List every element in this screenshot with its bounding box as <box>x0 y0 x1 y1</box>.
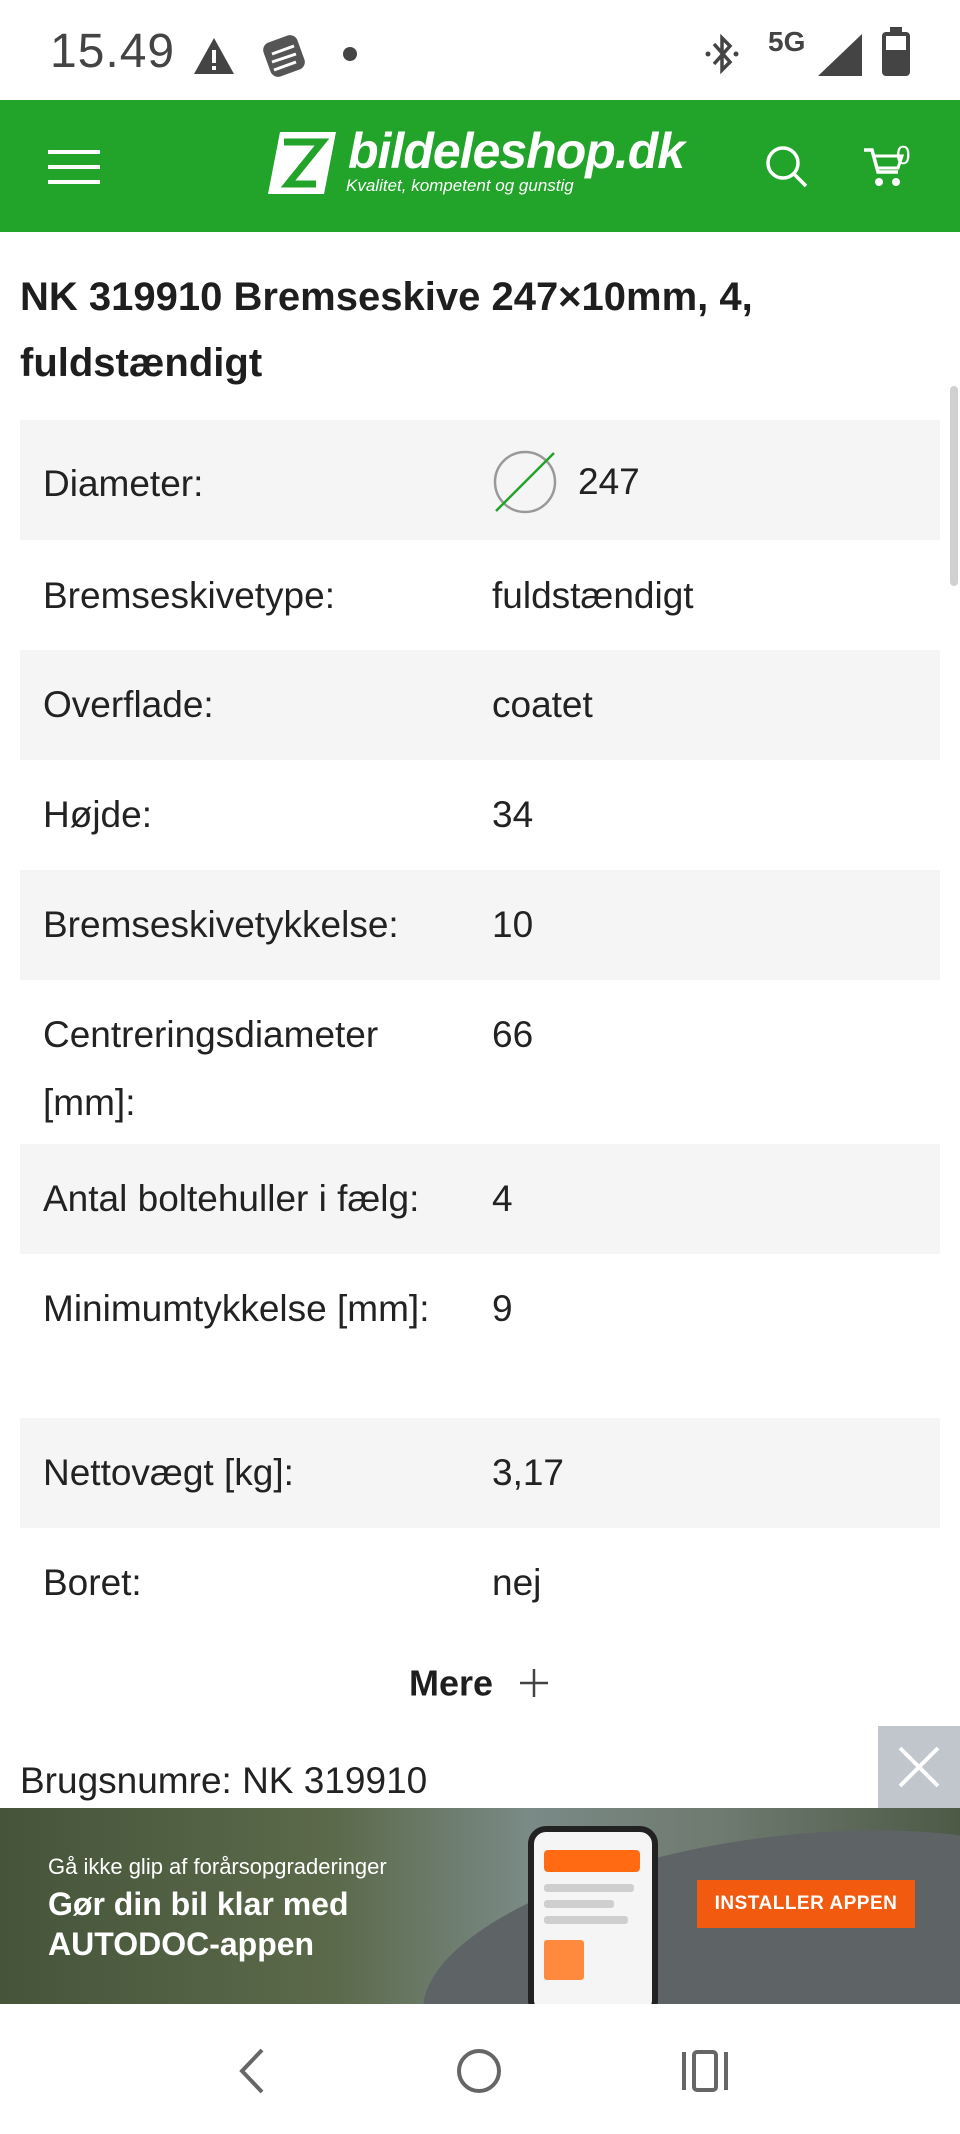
spec-value: 4 <box>492 1178 513 1219</box>
back-icon[interactable] <box>232 2046 272 2096</box>
spec-label: Nettovægt [kg]: <box>43 1452 294 1493</box>
spec-label: Bremseskivetype: <box>43 575 335 616</box>
logo-name: bildeleshop.dk <box>348 123 685 179</box>
spec-label: Bremseskivetykkelse: <box>43 904 399 945</box>
scrollbar-thumb[interactable] <box>950 386 958 586</box>
ad-phone-image <box>528 1826 658 2004</box>
spec-row: Centreringsdiameter [mm]: 66 <box>20 980 940 1144</box>
plus-icon <box>520 1669 549 1698</box>
cart-icon[interactable] <box>862 146 906 190</box>
spec-value: 9 <box>492 1288 513 1329</box>
notification-dot-icon <box>343 47 357 61</box>
spec-row: Minimumtykkelse [mm]: 9 <box>20 1254 940 1418</box>
spec-row: Nettovægt [kg]: 3,17 <box>20 1418 940 1528</box>
home-icon[interactable] <box>456 2048 502 2094</box>
spec-value: coatet <box>492 684 593 725</box>
spec-label: Højde: <box>43 794 152 835</box>
spec-value: 247 <box>492 448 640 516</box>
warning-icon <box>194 38 234 74</box>
site-logo[interactable]: bildeleshop.dk Kvalitet, kompetent og gu… <box>266 123 696 200</box>
spec-table: Diameter: 247 Bremseskivetype: fuldstænd… <box>20 420 940 1638</box>
search-icon[interactable] <box>764 144 810 190</box>
spec-label: Diameter: <box>43 463 204 504</box>
spec-row: Overflade: coatet <box>20 650 940 760</box>
more-button-label: Mere <box>408 1662 494 1704</box>
spec-row: Boret: nej <box>20 1528 940 1638</box>
spec-label: Centreringsdiameter [mm]: <box>43 1014 379 1123</box>
spec-value: fuldstændigt <box>492 575 694 616</box>
spec-row: Bremseskivetykkelse: 10 <box>20 870 940 980</box>
signal-icon <box>818 34 862 76</box>
bluetooth-icon <box>705 33 739 75</box>
spec-value: nej <box>492 1562 542 1603</box>
recent-apps-icon[interactable] <box>680 2050 730 2092</box>
network-type: 5G <box>768 26 806 57</box>
system-nav-bar <box>0 2004 960 2134</box>
spec-row: Diameter: 247 <box>20 420 940 540</box>
logo-mark-icon <box>268 132 336 194</box>
spec-value: 3,17 <box>492 1452 565 1493</box>
status-bar: 15.49 5G <box>0 0 960 100</box>
site-header <box>0 100 960 232</box>
spec-label: Antal boltehuller i fælg: <box>43 1178 420 1219</box>
ad-headline: Gør din bil klar med AUTODOC-appen <box>48 1886 349 1962</box>
spec-value-text: 247 <box>578 461 640 502</box>
usage-numbers: Brugsnumre: NK 319910 <box>20 1760 428 1801</box>
spec-row: Højde: 34 <box>20 760 940 870</box>
spec-label: Boret: <box>43 1562 142 1603</box>
spec-label: Minimumtykkelse [mm]: <box>43 1288 430 1329</box>
more-button[interactable]: Mere <box>0 1660 960 1704</box>
spec-row: Bremseskivetype: fuldstændigt <box>20 540 940 650</box>
menu-icon[interactable] <box>48 148 102 186</box>
app-notification-icon <box>263 35 305 77</box>
status-time: 15.49 <box>50 25 176 78</box>
spec-value: 66 <box>492 1014 534 1055</box>
spec-value: 10 <box>492 904 534 945</box>
product-title: NK 319910 Bremseskive 247×10mm, 4, fulds… <box>20 275 753 385</box>
logo-tagline: Kvalitet, kompetent og gunstig <box>346 176 574 195</box>
diameter-icon <box>493 450 557 514</box>
spec-label: Overflade: <box>43 684 214 725</box>
close-icon <box>898 1746 940 1788</box>
install-app-button[interactable]: INSTALLER APPEN <box>697 1880 915 1928</box>
spec-row: Antal boltehuller i fælg: 4 <box>20 1144 940 1254</box>
ad-close-button[interactable] <box>878 1726 960 1808</box>
spec-value: 34 <box>492 794 534 835</box>
ad-subtitle: Gå ikke glip af forårsopgraderinger <box>48 1854 387 1879</box>
cart-count-badge: 0 <box>896 140 911 170</box>
battery-icon <box>882 27 910 76</box>
app-ad-banner[interactable]: Gå ikke glip af forårsopgraderinger Gør … <box>0 1808 960 2004</box>
